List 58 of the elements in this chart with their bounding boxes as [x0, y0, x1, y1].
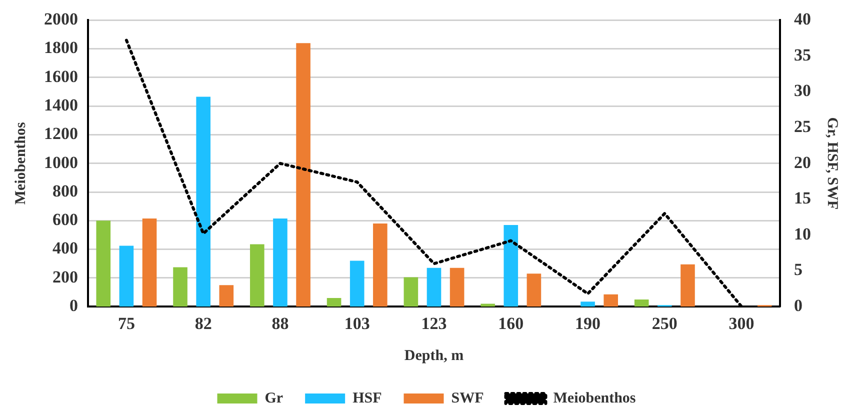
y2-axis-title: Gr, HSF, SWF: [824, 117, 840, 210]
y2-tick-label: 10: [794, 224, 811, 244]
legend-label: Gr: [264, 390, 284, 406]
bar: [296, 43, 310, 307]
bar: [373, 224, 388, 307]
bar: [142, 218, 157, 307]
bar: [326, 298, 342, 307]
y2-tick-label: 15: [794, 188, 811, 208]
y-tick-label: 1200: [44, 124, 78, 144]
y2-tick-label: 35: [794, 45, 811, 64]
y-tick-label: 2000: [44, 10, 78, 29]
x-tick-label: 82: [194, 314, 212, 334]
y-tick-label: 1600: [44, 66, 78, 86]
bar: [173, 267, 188, 307]
x-tick-label: 88: [272, 314, 289, 334]
x-tick-label: 250: [652, 314, 678, 334]
y-tick-label: 1400: [44, 96, 78, 115]
y2-tick-label: 20: [794, 152, 811, 172]
bar: [604, 294, 618, 307]
legend-label: Meiobenthos: [553, 390, 636, 406]
y2-tick-label: 25: [794, 116, 811, 136]
y2-tick-label: 40: [794, 10, 811, 29]
bar: [504, 224, 518, 307]
bar: [350, 260, 364, 307]
y-tick-label: 0: [70, 296, 78, 315]
y-tick-label: 600: [52, 210, 78, 230]
legend-label: HSF: [352, 390, 382, 406]
y-tick-label: 1800: [44, 38, 78, 58]
bar: [426, 268, 442, 307]
bar: [250, 244, 264, 307]
bar: [196, 96, 210, 307]
bar: [680, 264, 695, 307]
bar: [273, 218, 288, 307]
bar: [119, 246, 134, 307]
bar: [634, 299, 649, 307]
y-axis-title: Meiobenthos: [12, 122, 29, 205]
bar: [580, 302, 595, 307]
y2-tick-label: 30: [794, 81, 811, 100]
bar: [219, 285, 234, 307]
x-tick-label: 75: [118, 314, 135, 334]
x-axis-title: Depth, m: [404, 348, 464, 364]
bar: [480, 304, 495, 307]
x-tick-label: 190: [575, 314, 601, 334]
y-tick-label: 200: [52, 267, 78, 286]
bar: [404, 277, 418, 307]
y2-tick-label: 0: [794, 296, 802, 315]
legend-label: SWF: [451, 390, 484, 406]
bar: [96, 220, 111, 307]
x-tick-label: 103: [344, 314, 370, 334]
y2-tick-label: 5: [794, 260, 802, 280]
y-tick-label: 400: [52, 238, 78, 258]
x-tick-label: 160: [498, 314, 524, 334]
y-tick-label: 1000: [44, 152, 78, 172]
x-tick-label: 300: [728, 314, 754, 334]
y-tick-label: 800: [52, 181, 78, 200]
bar: [450, 268, 464, 307]
x-tick-label: 123: [421, 314, 447, 334]
bar: [526, 274, 542, 307]
